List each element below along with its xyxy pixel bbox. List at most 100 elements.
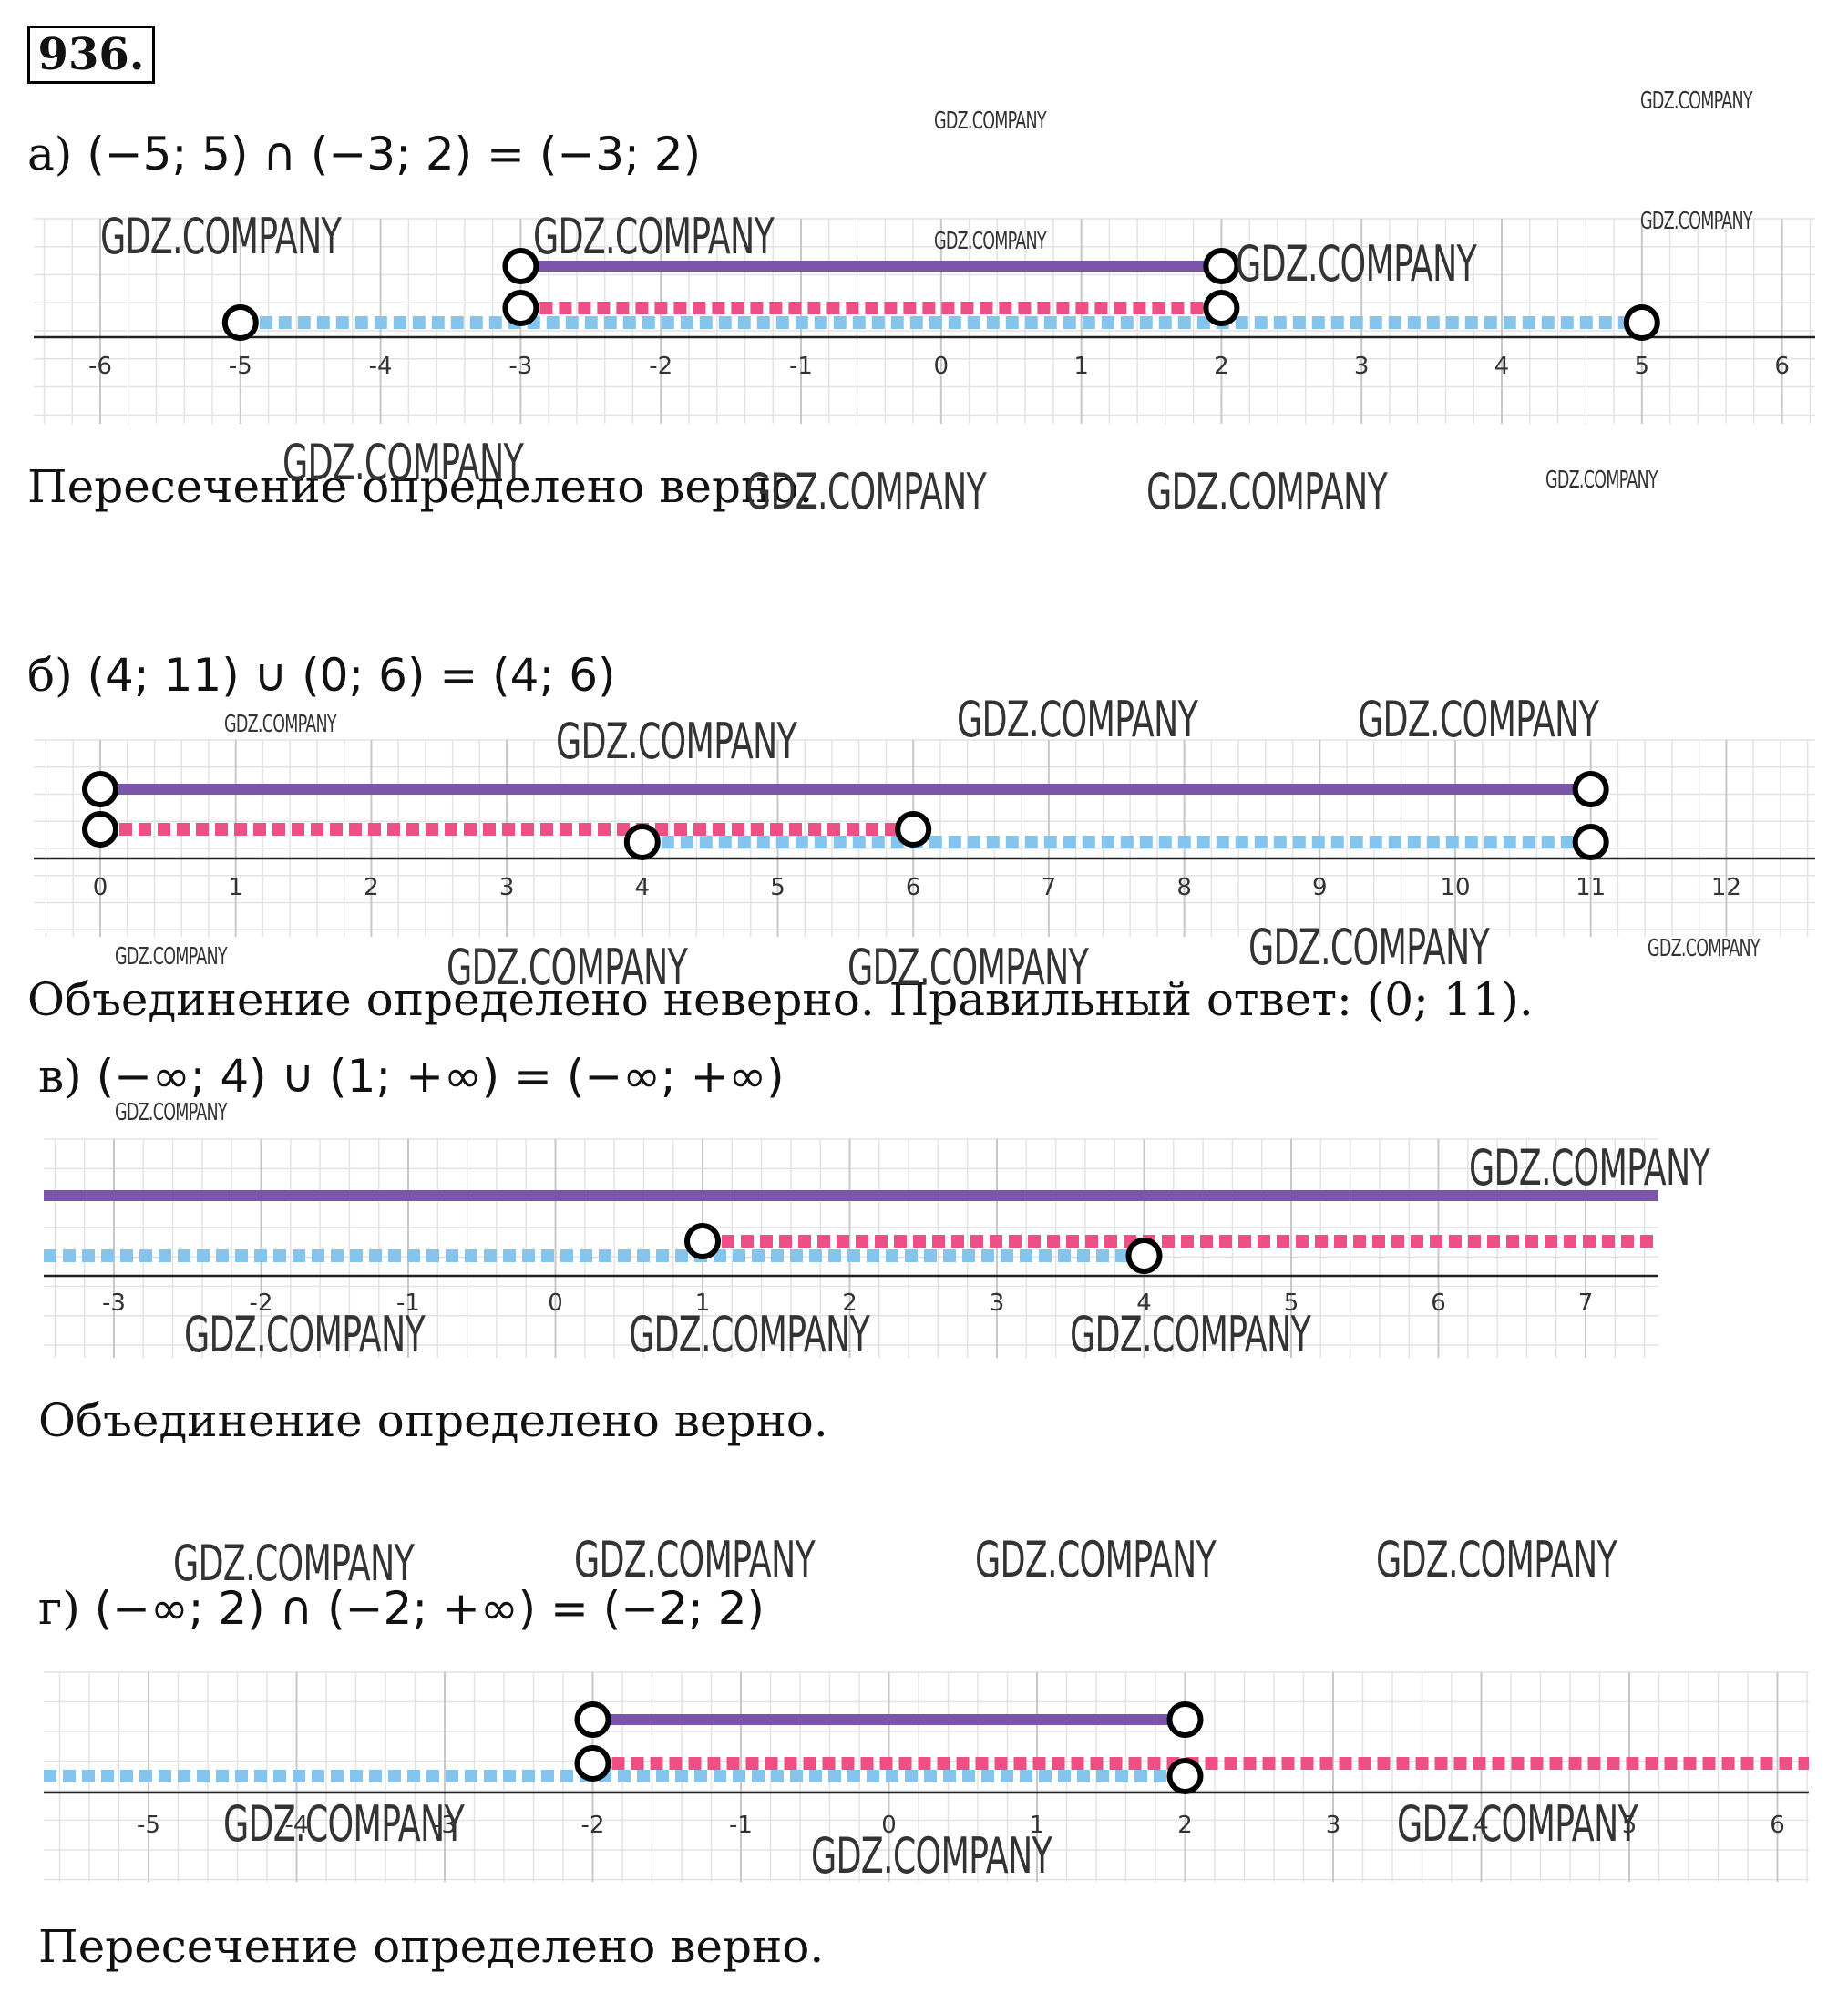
tick-label: 4 (635, 874, 651, 901)
watermark: GDZ.COMPANY (1376, 1531, 1617, 1588)
open-point (502, 290, 539, 326)
number-line-a: -6 -5 -4 -3 -2 -1 0 1 2 3 4 5 6 (34, 218, 1815, 424)
open-point (574, 1745, 611, 1782)
tick-label: -2 (581, 1812, 605, 1839)
part-d-conclusion: Пересечение определено верно. (38, 1920, 825, 1973)
watermark: GDZ.COMPANY (556, 713, 797, 770)
tick-label: 7 (1578, 1289, 1594, 1317)
tick-label: 4 (1494, 353, 1510, 380)
part-a-label: а) (27, 128, 73, 180)
watermark: GDZ.COMPANY (223, 1795, 465, 1853)
open-point (1623, 304, 1660, 341)
open-point (623, 824, 661, 860)
tick-label: -1 (729, 1812, 753, 1839)
watermark: GDZ.COMPANY (1640, 208, 1753, 235)
watermark: GDZ.COMPANY (1648, 935, 1761, 962)
watermark: GDZ.COMPANY (934, 108, 1047, 135)
open-point (895, 811, 932, 848)
part-c-label: в) (38, 1050, 82, 1103)
tick-label: 2 (842, 1289, 857, 1317)
watermark: GDZ.COMPANY (745, 463, 987, 520)
watermark: GDZ.COMPANY (1146, 463, 1388, 520)
tick-label: 12 (1711, 874, 1741, 901)
tick-label: -5 (229, 353, 252, 380)
watermark: GDZ.COMPANY (574, 1531, 816, 1588)
open-point (1125, 1238, 1163, 1274)
tick-label: 8 (1176, 874, 1192, 901)
part-d-heading: г) (−∞; 2) ∩ (−2; +∞) = (−2; 2) (38, 1582, 765, 1635)
tick-label: 6 (1770, 1812, 1785, 1839)
watermark: GDZ.COMPANY (224, 711, 337, 738)
open-point (574, 1701, 611, 1738)
open-point (502, 248, 539, 284)
tick-label: -2 (250, 1289, 273, 1317)
tick-label: 6 (1431, 1289, 1446, 1317)
tick-label: -3 (433, 1812, 457, 1839)
open-point (82, 811, 118, 848)
watermark: GDZ.COMPANY (115, 943, 228, 971)
open-point (684, 1223, 721, 1259)
watermark: GDZ.COMPANY (1236, 235, 1477, 293)
tick-label: 3 (1326, 1812, 1341, 1839)
tick-label: 1 (1073, 353, 1089, 380)
tick-label: 4 (1473, 1812, 1489, 1839)
watermark: GDZ.COMPANY (957, 691, 1198, 748)
watermark: GDZ.COMPANY (100, 208, 342, 265)
tick-label: 3 (499, 874, 515, 901)
watermark: GDZ.COMPANY (282, 434, 524, 491)
watermark: GDZ.COMPANY (847, 939, 1089, 996)
watermark: GDZ.COMPANY (1070, 1306, 1311, 1363)
part-a-conclusion: Пересечение определено верно. (27, 460, 814, 513)
open-point (221, 304, 259, 341)
grid (34, 739, 1815, 937)
tick-label: 6 (1774, 353, 1790, 380)
tick-label: 0 (93, 874, 108, 901)
part-c-heading: в) (−∞; 4) ∪ (1; +∞) = (−∞; +∞) (38, 1050, 785, 1103)
watermark: GDZ.COMPANY (447, 939, 688, 996)
watermark: GDZ.COMPANY (115, 1099, 228, 1126)
tick-label: 7 (1042, 874, 1057, 901)
open-point (1203, 290, 1240, 326)
open-point (1166, 1758, 1204, 1794)
problem-number: 936. (27, 26, 155, 84)
tick-label: -2 (649, 353, 672, 380)
watermark: GDZ.COMPANY (975, 1531, 1217, 1588)
tick-label: 0 (934, 353, 950, 380)
watermark: GDZ.COMPANY (1397, 1795, 1638, 1853)
watermark: GDZ.COMPANY (173, 1535, 415, 1592)
tick-label: -3 (102, 1289, 126, 1317)
part-b-heading: б) (4; 11) ∪ (0; 6) = (4; 6) (27, 649, 616, 702)
watermark: GDZ.COMPANY (1469, 1139, 1710, 1197)
tick-label: 11 (1576, 874, 1606, 901)
tick-label: 2 (1177, 1812, 1193, 1839)
part-c-conclusion: Объединение определено верно. (38, 1394, 828, 1447)
tick-label: -1 (789, 353, 813, 380)
tick-label: -5 (137, 1812, 160, 1839)
tick-label: 4 (1136, 1289, 1152, 1317)
open-point (1166, 1701, 1204, 1738)
tick-label: -3 (508, 353, 532, 380)
tick-label: 5 (770, 874, 785, 901)
tick-label: 5 (1622, 1812, 1638, 1839)
part-d-expression: (−∞; 2) ∩ (−2; +∞) = (−2; 2) (94, 1582, 765, 1635)
part-d-label: г) (38, 1582, 80, 1635)
tick-label: 5 (1635, 353, 1650, 380)
tick-label: 6 (906, 874, 921, 901)
tick-label: -6 (88, 353, 112, 380)
tick-label: 5 (1284, 1289, 1299, 1317)
part-b-expression: (4; 11) ∪ (0; 6) = (4; 6) (87, 649, 616, 702)
part-c-expression: (−∞; 4) ∪ (1; +∞) = (−∞; +∞) (96, 1050, 785, 1103)
tick-label: 0 (881, 1812, 897, 1839)
tick-label: -4 (369, 353, 393, 380)
tick-label: 9 (1312, 874, 1328, 901)
number-line-b: 0 1 2 3 4 5 6 7 8 9 10 11 12 (34, 739, 1815, 937)
tick-label: 3 (990, 1289, 1005, 1317)
tick-label: 1 (228, 874, 243, 901)
tick-label: 1 (695, 1289, 711, 1317)
tick-label: 10 (1440, 874, 1470, 901)
number-line-d: -5 -4 -3 -2 -1 0 1 2 3 4 5 6 (44, 1671, 1809, 1882)
open-point (1203, 248, 1240, 284)
open-point (82, 771, 118, 807)
watermark: GDZ.COMPANY (811, 1827, 1052, 1885)
tick-label: 2 (364, 874, 379, 901)
